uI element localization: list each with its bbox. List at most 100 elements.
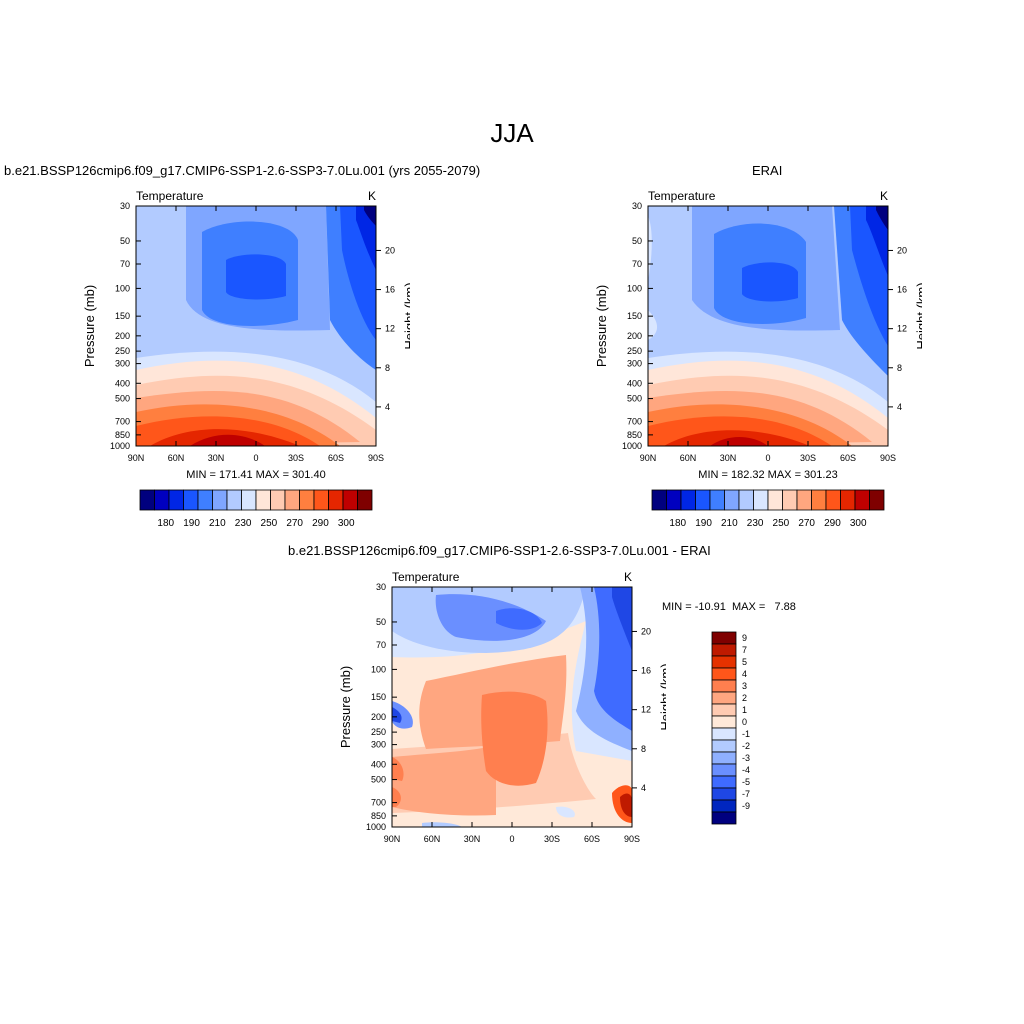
field-band: [392, 757, 404, 781]
colorbar-box: [241, 489, 257, 511]
y2-tick-label: 16: [385, 285, 395, 295]
y-tick-label: 70: [632, 259, 642, 269]
colorbar-box: [724, 489, 740, 511]
colorbar-box: [695, 489, 711, 511]
y-tick-label: 250: [115, 346, 130, 356]
units-label: K: [368, 189, 376, 203]
y-tick-label: 250: [627, 346, 642, 356]
erai-colorbar: 180 190 210 230 250 270 290 300: [651, 489, 885, 529]
y2-tick-label: 12: [641, 705, 651, 715]
colorbar-label: 180: [157, 518, 174, 529]
colorbar-box: [709, 489, 725, 511]
stats-label: MIN = 171.41 MAX = 301.40: [186, 469, 325, 480]
y-tick-label: 1000: [622, 441, 642, 451]
y-tick-label: 100: [371, 664, 386, 674]
colorbar-box: [711, 703, 737, 717]
colorbar-box: [825, 489, 841, 511]
y-tick-label: 100: [627, 283, 642, 293]
field-band: [876, 206, 888, 230]
colorbar-box: [183, 489, 199, 511]
x-tick-label: 60N: [680, 453, 697, 463]
colorbar-box: [226, 489, 242, 511]
colorbar-label: 3: [742, 681, 747, 691]
panel-title-model: b.e21.BSSP126cmip6.f09_g17.CMIP6-SSP1-2.…: [4, 163, 481, 178]
colorbar-box: [811, 489, 827, 511]
y-axis-label: Pressure (mb): [594, 285, 609, 367]
colorbar-box: [711, 631, 737, 645]
y2-tick-label: 16: [641, 666, 651, 676]
y-tick-label: 200: [627, 331, 642, 341]
y-tick-label: 700: [371, 798, 386, 808]
colorbar-label: 270: [286, 518, 303, 529]
colorbar-box: [299, 489, 315, 511]
y-tick-label: 1000: [110, 441, 130, 451]
colorbar-box: [711, 763, 737, 777]
y-axis-label: Pressure (mb): [338, 666, 353, 748]
colorbar-label: -5: [742, 777, 750, 787]
x-tick-label: 90S: [880, 453, 896, 463]
y2-tick-label: 16: [897, 285, 907, 295]
y2-axis-label: Height (km): [914, 282, 922, 349]
x-tick-label: 90S: [624, 834, 640, 844]
colorbar-box: [328, 489, 344, 511]
colorbar-label: 180: [669, 518, 686, 529]
y-tick-label: 500: [371, 775, 386, 785]
x-tick-label: 0: [765, 453, 770, 463]
colorbar-box: [840, 489, 856, 511]
colorbar-label: -3: [742, 753, 750, 763]
colorbar-label: 4: [742, 669, 747, 679]
x-tick-label: 30N: [464, 834, 481, 844]
x-tick-label: 0: [253, 453, 258, 463]
difference-colorbar: 9 7 5 4 3 2 1 0 -1 -2 -3 -4 -5 -7 -9: [711, 631, 750, 825]
difference-stats: MIN = -10.91 MAX = 7.88: [662, 601, 796, 613]
colorbar-box: [168, 489, 184, 511]
colorbar-label: 0: [742, 717, 747, 727]
colorbar-label: 270: [798, 518, 815, 529]
y-tick-label: 700: [115, 417, 130, 427]
field-band: [356, 206, 376, 270]
colorbar-label: 290: [312, 518, 329, 529]
y-tick-label: 70: [120, 259, 130, 269]
field-band: [392, 745, 496, 816]
y2-tick-label: 12: [897, 324, 907, 334]
y-tick-label: 50: [120, 236, 130, 246]
y2-tick-label: 8: [641, 744, 646, 754]
field-band: [364, 206, 376, 226]
erai-temperature-plot: 90N 60N 30N 0 30S 60S 90S 30 50 70 100 150 200 250 300…: [594, 189, 922, 480]
colorbar-label: 7: [742, 645, 747, 655]
units-label: K: [624, 570, 632, 584]
y-tick-label: 1000: [366, 822, 386, 832]
y-tick-label: 850: [627, 430, 642, 440]
colorbar-box: [197, 489, 213, 511]
variable-label: Temperature: [648, 189, 716, 203]
colorbar-label: 9: [742, 633, 747, 643]
model-temperature-plot: 90N 60N 30N 0 30S 60S 90S 30 50 70 100 150 200 250 300…: [82, 189, 410, 480]
x-tick-label: 60S: [328, 453, 344, 463]
y-tick-label: 50: [376, 617, 386, 627]
y-tick-label: 400: [371, 759, 386, 769]
y-tick-label: 150: [371, 692, 386, 702]
field-band: [648, 310, 658, 340]
difference-temperature-plot: 90N 60N 30N 0 30S 60S 90S 30 50 70 100 150 200 250 300…: [338, 570, 666, 844]
field-band: [742, 262, 798, 302]
model-colorbar: 180 190 210 230 250 270 290 300: [139, 489, 373, 529]
colorbar-label: 190: [695, 518, 712, 529]
colorbar-box: [139, 489, 155, 511]
colorbar-label: -7: [742, 789, 750, 799]
y2-axis-label: Height (km): [402, 282, 410, 349]
colorbar-box: [284, 489, 300, 511]
x-tick-label: 60S: [840, 453, 856, 463]
colorbar-label: 300: [850, 518, 867, 529]
y-tick-label: 30: [376, 582, 386, 592]
y-tick-label: 250: [371, 727, 386, 737]
colorbar-box: [796, 489, 812, 511]
colorbar-box: [212, 489, 228, 511]
colorbar-label: 190: [183, 518, 200, 529]
y2-tick-label: 12: [385, 324, 395, 334]
x-tick-label: 60N: [168, 453, 185, 463]
x-tick-label: 90N: [128, 453, 145, 463]
y-tick-label: 50: [632, 236, 642, 246]
colorbar-box: [711, 799, 737, 813]
y-tick-label: 400: [115, 378, 130, 388]
units-label: K: [880, 189, 888, 203]
